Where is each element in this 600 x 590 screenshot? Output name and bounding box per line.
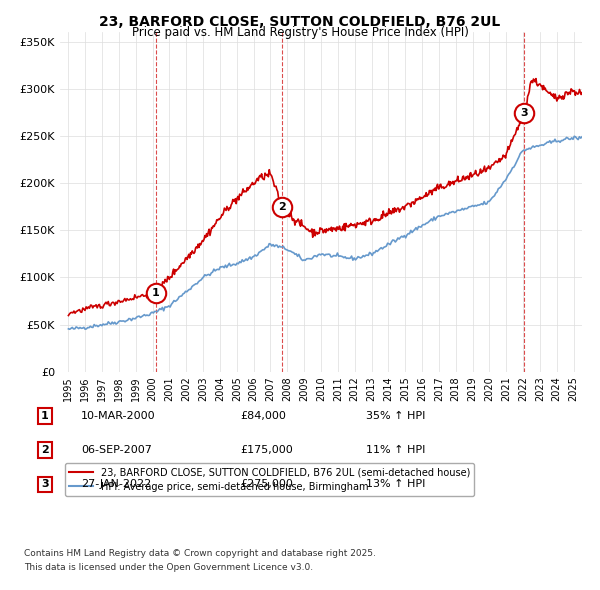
Text: 10-MAR-2000: 10-MAR-2000 [81,411,155,421]
Text: 13% ↑ HPI: 13% ↑ HPI [366,480,425,489]
Text: £175,000: £175,000 [240,445,293,455]
Text: 3: 3 [41,480,49,489]
Legend: 23, BARFORD CLOSE, SUTTON COLDFIELD, B76 2UL (semi-detached house), HPI: Average: 23, BARFORD CLOSE, SUTTON COLDFIELD, B76… [65,463,474,496]
Text: £84,000: £84,000 [240,411,286,421]
Text: 35% ↑ HPI: 35% ↑ HPI [366,411,425,421]
Text: 1: 1 [152,287,160,297]
Text: This data is licensed under the Open Government Licence v3.0.: This data is licensed under the Open Gov… [24,563,313,572]
Text: 1: 1 [41,411,49,421]
Text: 27-JAN-2022: 27-JAN-2022 [81,480,151,489]
Text: 11% ↑ HPI: 11% ↑ HPI [366,445,425,455]
Text: 3: 3 [520,107,528,117]
Text: 23, BARFORD CLOSE, SUTTON COLDFIELD, B76 2UL: 23, BARFORD CLOSE, SUTTON COLDFIELD, B76… [100,15,500,29]
Text: £275,000: £275,000 [240,480,293,489]
Text: 2: 2 [278,202,286,212]
Text: 06-SEP-2007: 06-SEP-2007 [81,445,152,455]
Text: 2: 2 [41,445,49,455]
Text: Price paid vs. HM Land Registry's House Price Index (HPI): Price paid vs. HM Land Registry's House … [131,26,469,39]
Text: Contains HM Land Registry data © Crown copyright and database right 2025.: Contains HM Land Registry data © Crown c… [24,549,376,558]
